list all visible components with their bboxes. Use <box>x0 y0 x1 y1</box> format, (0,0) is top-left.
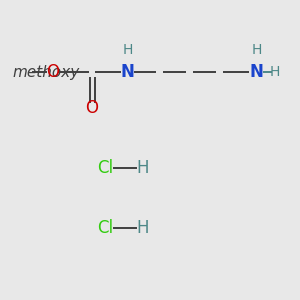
Text: Cl: Cl <box>97 159 113 177</box>
Text: Cl: Cl <box>97 219 113 237</box>
Text: H: H <box>251 44 262 57</box>
Text: H: H <box>269 65 280 79</box>
Text: O: O <box>46 63 59 81</box>
Text: O: O <box>85 99 98 117</box>
Text: H: H <box>136 159 149 177</box>
Text: methoxy: methoxy <box>12 64 79 80</box>
Text: N: N <box>121 63 134 81</box>
Text: N: N <box>250 63 263 81</box>
Text: H: H <box>136 219 149 237</box>
Text: H: H <box>122 44 133 57</box>
